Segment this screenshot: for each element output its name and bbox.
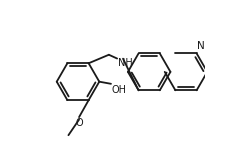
Text: O: O [75, 118, 83, 128]
Text: OH: OH [112, 85, 127, 95]
Text: N: N [198, 41, 205, 51]
Text: NH: NH [118, 58, 133, 68]
